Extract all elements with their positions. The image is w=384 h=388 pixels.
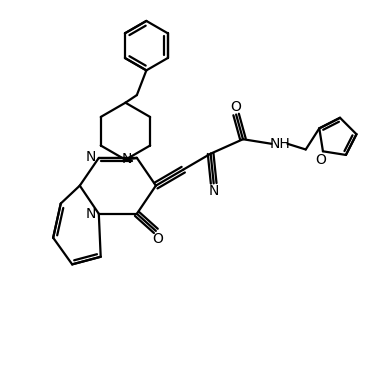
- Text: O: O: [230, 100, 241, 114]
- Text: O: O: [152, 232, 163, 246]
- Text: NH: NH: [270, 137, 290, 151]
- Text: N: N: [86, 207, 96, 221]
- Text: O: O: [316, 152, 326, 167]
- Text: N: N: [86, 150, 96, 164]
- Text: N: N: [209, 184, 219, 198]
- Text: N: N: [121, 152, 132, 166]
